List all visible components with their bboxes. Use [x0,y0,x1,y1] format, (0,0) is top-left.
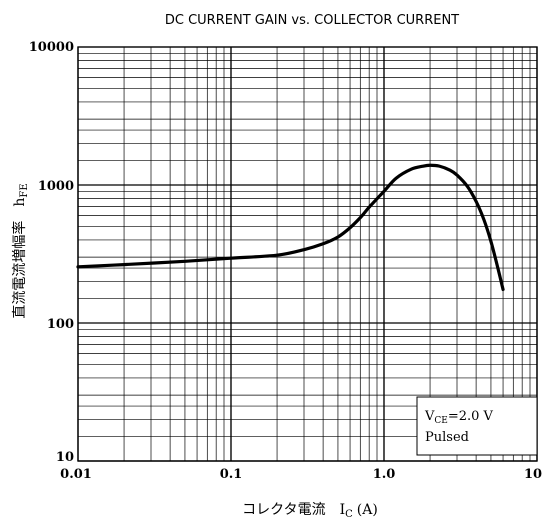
annotation-box [416,396,538,456]
x-tick-label: 1.0 [373,467,396,482]
x-axis-label: コレクタ電流 IC (A) [242,502,378,520]
annotation-line2: Pulsed [425,430,469,445]
series-line [76,163,505,292]
annotation-line1: VCE=2.0 V [424,409,494,426]
y-tick-label: 100 [47,317,74,332]
plot-frame [77,46,538,462]
x-tick-label: 10 [524,467,542,482]
series-group [76,163,505,292]
y-tick-label: 1000 [38,179,74,194]
x-tick-label: 0.01 [60,467,92,482]
y-axis-label: 直流電流増幅率 hFE [11,183,30,318]
grid [77,46,538,462]
tick-labels: 0.01 0.1 1.0 10 10 100 1000 10000 [29,40,542,482]
y-tick-label: 10 [56,450,74,465]
chart-title: DC CURRENT GAIN vs. COLLECTOR CURRENT [165,13,459,28]
y-tick-label: 10000 [29,40,74,55]
x-tick-label: 0.1 [220,467,243,482]
